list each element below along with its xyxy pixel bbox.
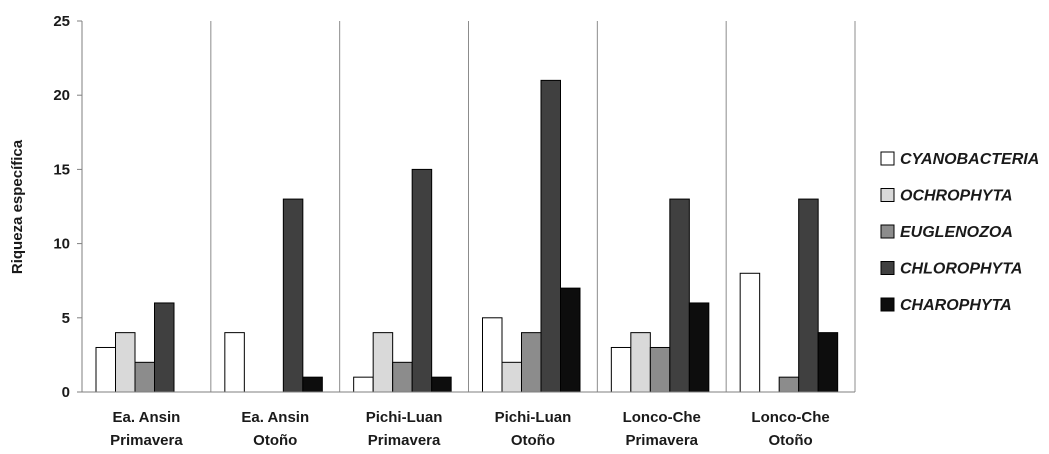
legend-label: OCHROPHYTA	[900, 188, 1013, 205]
y-tick-labels: 0 5 10 15 20 25	[53, 13, 70, 401]
category-label: Primavera	[110, 432, 183, 449]
bar-ochrophyta-3	[501, 361, 522, 393]
y-tick-label: 25	[53, 13, 70, 30]
category-label: Lonco-Che	[623, 409, 701, 426]
bar-ochrophyta-4	[630, 332, 651, 393]
category-label: Otoño	[253, 432, 297, 449]
legend-label: CHLOROPHYTA	[900, 261, 1022, 278]
bar-euglenozoa-2	[392, 361, 413, 393]
bar-cyanobacteria-3	[482, 317, 503, 393]
category-label: Primavera	[368, 432, 441, 449]
bar-ochrophyta-0	[115, 332, 136, 393]
bar-cyanobacteria-2	[353, 376, 374, 393]
category-label: Ea. Ansin	[113, 409, 181, 426]
category-label: Otoño	[511, 432, 555, 449]
category-label: Pichi-Luan	[495, 409, 572, 426]
legend-swatch	[880, 151, 895, 166]
bar-euglenozoa-3	[521, 332, 542, 393]
category-label: Primavera	[625, 432, 698, 449]
category-labels: Ea. Ansin Primavera Ea. Ansin Otoño Pichi-Lu…	[110, 409, 830, 449]
legend-label: CYANOBACTERIA	[900, 151, 1039, 168]
group-separators	[210, 21, 856, 392]
y-tick-label: 15	[53, 161, 70, 178]
bar-ochrophyta-2	[372, 332, 394, 393]
legend-swatch	[880, 297, 895, 312]
y-tick-label: 10	[53, 236, 70, 253]
y-tick-label: 5	[62, 310, 70, 327]
bar-charophyta-3	[560, 287, 581, 393]
category-label: Ea. Ansin	[241, 409, 309, 426]
bar-cyanobacteria-5	[739, 272, 761, 393]
bar-euglenozoa-4	[649, 346, 671, 393]
bar-cyanobacteria-4	[610, 346, 632, 393]
legend-swatch	[880, 261, 895, 275]
bar-cyanobacteria-0	[95, 346, 116, 393]
y-tick-label: 0	[62, 384, 70, 401]
category-label: Lonco-Che	[751, 409, 829, 426]
y-axis-title: Riqueza específica	[9, 139, 26, 274]
bar-euglenozoa-0	[134, 361, 155, 393]
bar-chlorophyta-1	[282, 198, 304, 393]
bar-chlorophyta-5	[798, 198, 819, 393]
bars	[95, 79, 839, 393]
bar-cyanobacteria-1	[224, 332, 245, 393]
legend: CYANOBACTERIA OCHROPHYTA EUGLENOZOA CHLOROP…	[880, 151, 1039, 314]
bar-charophyta-5	[817, 332, 839, 393]
category-label: Pichi-Luan	[366, 409, 443, 426]
legend-label: EUGLENOZOA	[900, 224, 1013, 241]
bar-charophyta-4	[688, 302, 710, 393]
category-label: Otoño	[769, 432, 813, 449]
bar-charophyta-1	[302, 376, 323, 393]
bar-euglenozoa-5	[778, 376, 800, 393]
bar-chlorophyta-4	[669, 198, 690, 393]
legend-label: CHAROPHYTA	[900, 297, 1012, 314]
axes	[77, 20, 855, 393]
legend-swatch	[880, 224, 895, 239]
bar-chlorophyta-0	[154, 302, 175, 393]
bar-chlorophyta-3	[540, 79, 561, 393]
y-tick-label: 20	[53, 87, 70, 104]
legend-swatch	[880, 188, 895, 202]
bar-chlorophyta-2	[411, 168, 433, 393]
bar-charophyta-2	[431, 376, 452, 393]
